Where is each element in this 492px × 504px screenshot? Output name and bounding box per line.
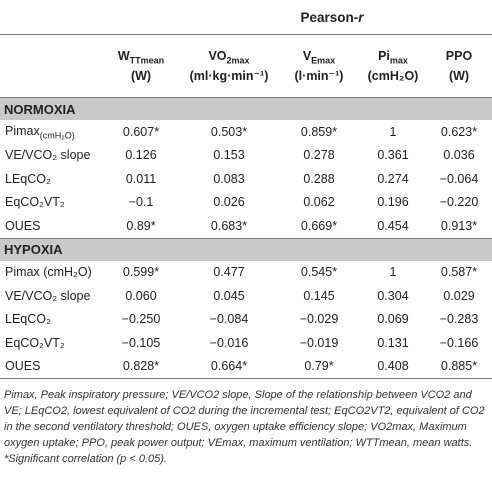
table-cell: 1 [389,124,397,139]
table-row: OUES 0.828* 0.664* 0.79* 0.408 0.885* [0,354,492,379]
table-row: LEqCO₂ 0.011 0.083 0.288 0.274 −0.064 [0,167,492,191]
table-cell: 0.288 [303,171,335,186]
col-header-ppo: PPO (W) [426,34,492,98]
table-notes: Pimax, Peak inspiratory pressure; VE/VCO… [0,379,492,467]
table-cell: 0.607* [122,124,160,139]
table-cell: 0.131 [377,335,409,350]
table-cell: −0.166 [439,335,479,350]
table-row: OUES 0.89* 0.683* 0.669* 0.454 0.913* [0,214,492,239]
row-label: OUES [0,214,102,239]
table-body: NORMOXIA Pimax(cmH₂O) 0.607* 0.503* 0.859* 1 0… [0,97,492,379]
table-cell: 0.196 [377,195,409,210]
table-cell: 0.683* [180,214,278,239]
table-cell: 0.828* [102,354,180,379]
table-cell: 0.503* [210,124,248,139]
table-cell: 0.011 [125,171,157,186]
row-label: EqCO₂VT₂ [5,335,65,350]
table-cell: 0.885* [426,354,492,379]
table-cell: −0.250 [121,312,161,327]
pearson-r-italic: r [358,9,364,25]
table-cell: 1 [389,265,397,280]
table-cell: 0.126 [125,148,157,163]
table-row: Pimax(cmH₂O) 0.607* 0.503* 0.859* 1 0.623* [0,120,492,144]
table-row: VE/VCO₂ slope 0.126 0.153 0.278 0.361 0.036 [0,144,492,168]
section-header-row: NORMOXIA [0,97,492,120]
table-cell: −0.019 [299,335,339,350]
row-label: EqCO₂VT₂ [5,195,65,210]
table-cell: 0.361 [377,148,409,163]
row-label: LEqCO₂ [5,312,51,327]
row-label: VE/VCO₂ slope [5,148,91,163]
table-cell: −0.084 [209,312,249,327]
table-cell: −0.016 [209,335,249,350]
row-label: VE/VCO₂ slope [5,288,91,303]
table-cell: 0.587* [440,265,478,280]
table-row: LEqCO₂ −0.250 −0.084 −0.029 0.069 −0.283 [0,308,492,332]
table-cell: 0.664* [180,354,278,379]
table-cell: −0.064 [439,171,479,186]
table-row: EqCO₂VT₂ −0.1 0.026 0.062 0.196 −0.220 [0,191,492,215]
table-cell: −0.105 [121,335,161,350]
table-cell: 0.036 [443,148,475,163]
table-cell: 0.145 [303,288,335,303]
table-cell: 0.859* [300,124,338,139]
row-label: Pimax(cmH₂O) [5,123,75,141]
table-cell: −0.1 [128,195,154,210]
table-cell: 0.278 [303,148,335,163]
table-cell: 0.062 [303,195,335,210]
table-cell: 0.454 [360,214,426,239]
footnote-abbreviations: Pimax, Peak inspiratory pressure; VE/VCO… [4,389,485,449]
table-cell: 0.045 [213,288,245,303]
column-header-row: WTTmean (W) VO2max (ml·kg·min⁻¹) VEmax (l·m… [0,34,492,98]
table-cell: 0.477 [213,265,245,280]
row-label: OUES [0,354,102,379]
section-header-row: HYPOXIA [0,237,492,261]
group-header-row: Pearson-r [0,0,492,35]
col-header-vemax: VEmax (l·min⁻¹) [278,34,360,98]
table-cell: 0.669* [278,214,360,239]
table-cell: −0.283 [439,312,479,327]
footnote-significance: *Significant correlation (p < 0.05). [4,453,167,465]
section-title: HYPOXIA [0,237,492,261]
col-header-vo2max: VO2max (ml·kg·min⁻¹) [180,34,278,98]
table-cell: 0.274 [377,171,409,186]
col-header-pimax: Pimax (cmH₂O) [360,34,426,98]
correlation-table: Pearson-r WTTmean (W) VO2max (ml·kg·min⁻¹)… [0,0,492,379]
table-cell: 0.304 [377,288,409,303]
table-cell: 0.026 [213,195,245,210]
row-label: Pimax (cmH₂O) [5,265,92,280]
table-cell: 0.029 [443,288,475,303]
table-cell: −0.029 [299,312,339,327]
pearson-r-label: Pearson-r [102,0,492,35]
table-cell: −0.220 [439,195,479,210]
table-row: Pimax (cmH₂O) 0.599* 0.477 0.545* 1 0.587* [0,261,492,285]
table-cell: 0.060 [125,288,157,303]
row-label: LEqCO₂ [5,171,51,186]
col-header-wttmean: WTTmean (W) [102,34,180,98]
table-cell: 0.79* [278,354,360,379]
table-cell: 0.083 [213,171,245,186]
section-title: NORMOXIA [0,97,492,120]
table-cell: 0.89* [102,214,180,239]
table-cell: 0.069 [377,312,409,327]
table-cell: 0.545* [300,265,338,280]
table-cell: 0.408 [360,354,426,379]
table-row: EqCO₂VT₂ −0.105 −0.016 −0.019 0.131 −0.166 [0,331,492,355]
table-cell: 0.153 [213,148,245,163]
table-cell: 0.623* [440,124,478,139]
table-cell: 0.913* [426,214,492,239]
table-cell: 0.599* [122,265,160,280]
table-row: VE/VCO₂ slope 0.060 0.045 0.145 0.304 0.029 [0,284,492,308]
